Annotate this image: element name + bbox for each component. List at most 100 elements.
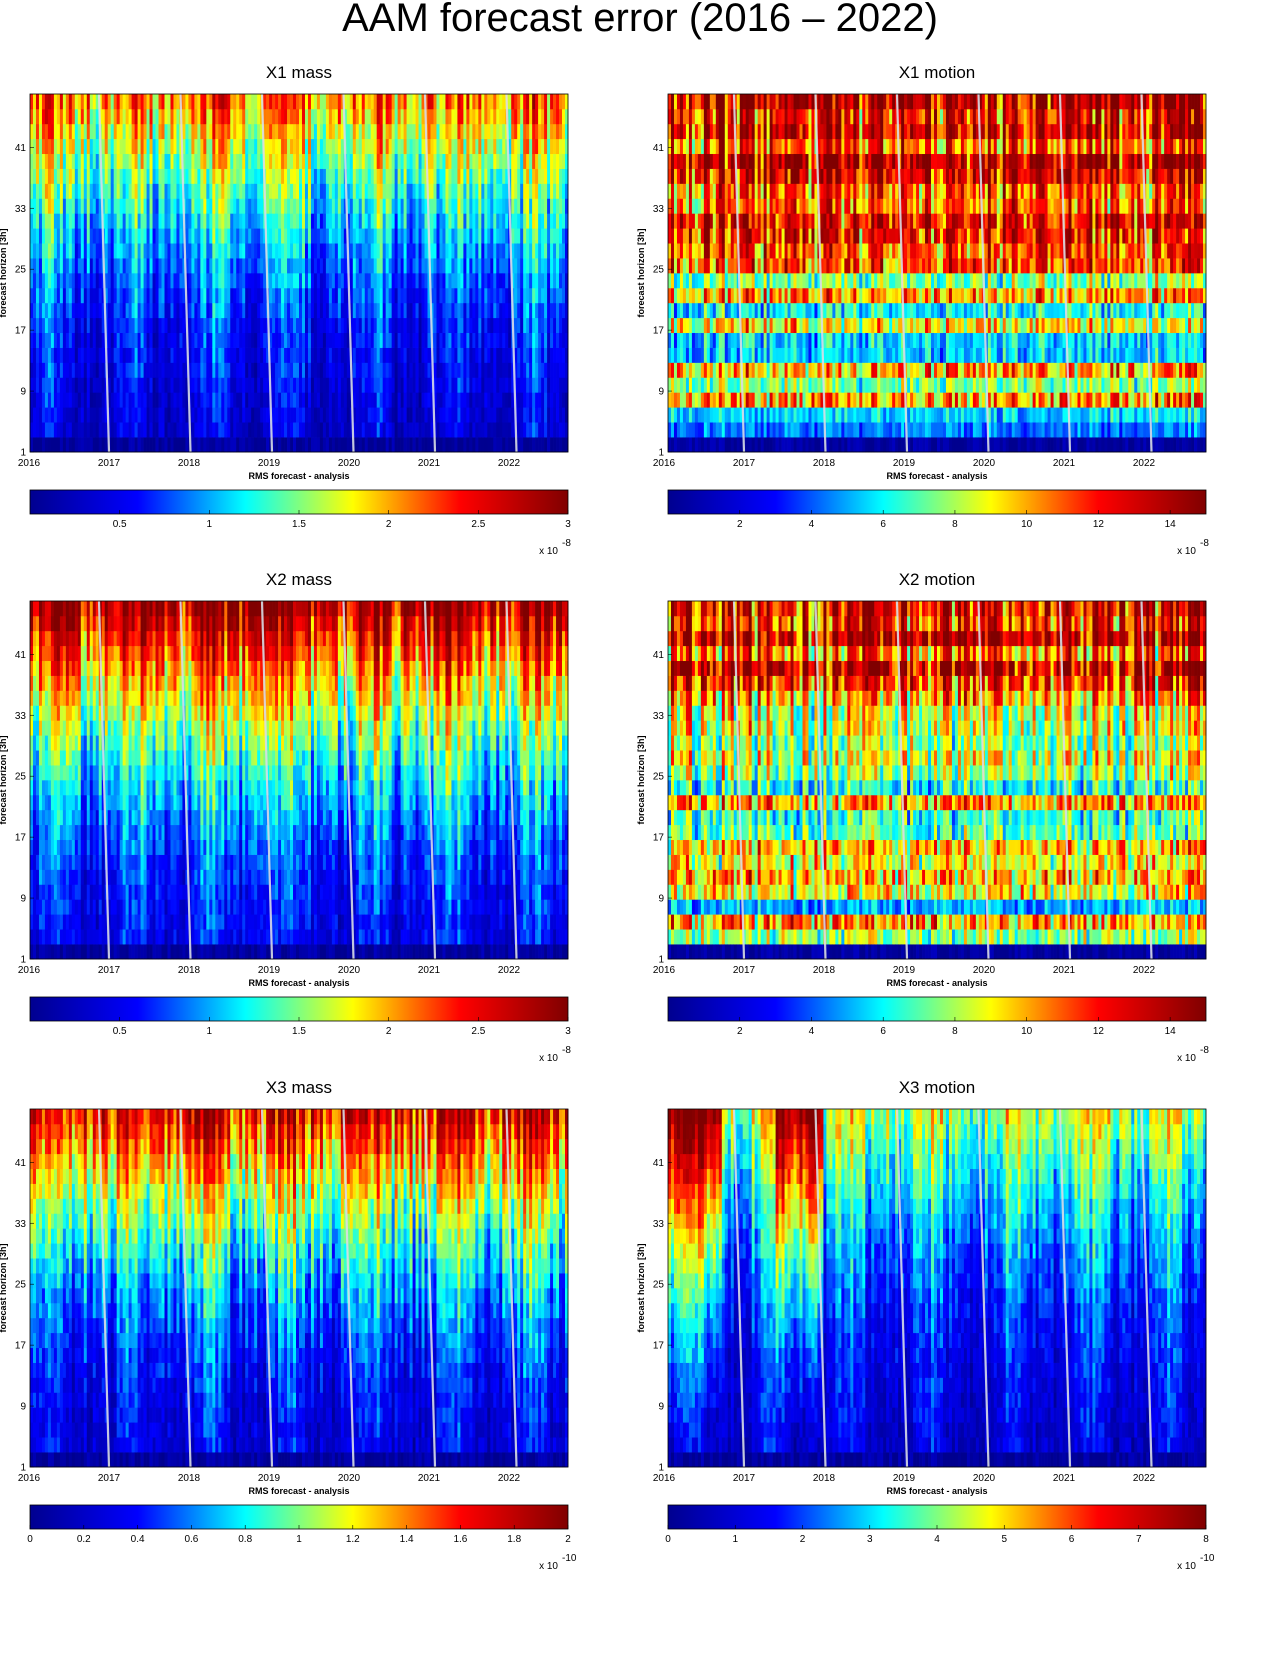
panel-x1-mass: X1 mass 1 9 17 25 33 41 2016 2017 2018 2019 2020 202…: [0, 63, 571, 557]
colorbar-tick-label: 2: [737, 519, 743, 530]
colorbar-tick-label: 1: [207, 519, 213, 530]
y-tick-label: 9: [20, 894, 26, 905]
x-tick-label: 2020: [338, 458, 361, 469]
x-tick-labels: 2016 2017 2018 2019 2020 2021 2022: [18, 458, 521, 469]
panel-title: X2 motion: [899, 570, 976, 589]
data-gap-lines: [732, 600, 1153, 960]
colorbar: 0 1 2 3 4 5 6 7 8 x 10 -10: [665, 1504, 1215, 1572]
y-tick-label: 33: [653, 1219, 665, 1230]
colorbar-exponent: -8: [562, 1045, 571, 1056]
colorbar-tick-label: 2: [565, 1534, 571, 1545]
y-tick-label: 1: [658, 1463, 664, 1474]
colorbar: 2 4 6 8 10 12 14 x 10 -8: [667, 996, 1209, 1064]
colorbar-tick-label: 0.4: [131, 1534, 145, 1545]
x-tick-label: 2021: [1053, 458, 1076, 469]
x-tick-labels: 2016 2017 2018 2019 2020 2021 2022: [18, 965, 521, 976]
heatmap-cells: [30, 601, 569, 960]
colorbar-tick-label: 2: [386, 1026, 392, 1037]
y-tick-labels: 1 9 17 25 33 41: [15, 143, 34, 459]
y-tick-label: 25: [653, 1280, 665, 1291]
colorbar-tick-label: 6: [880, 1026, 886, 1037]
colorbar-tick-label: 1: [296, 1534, 302, 1545]
x-tick-label: 2019: [258, 965, 281, 976]
x-tick-label: 2016: [18, 965, 41, 976]
y-axis-label: forecast horizon [3h]: [0, 228, 8, 317]
colorbar-tick-label: 6: [1069, 1534, 1075, 1545]
plot-frame: [667, 93, 1207, 453]
x-tick-label: 2018: [178, 965, 201, 976]
x-tick-label: 2022: [498, 965, 521, 976]
panel-title: X3 mass: [266, 1078, 332, 1097]
y-tick-label: 17: [653, 1341, 665, 1352]
x-tick-label: 2022: [1133, 965, 1156, 976]
data-gap-lines: [97, 93, 518, 453]
colorbar-tick-label: 3: [565, 1026, 571, 1037]
colorbar: 0 0.2 0.4 0.6 0.8 1 1.2 1.4 1.6 1.8 2 x 10 -10: [27, 1504, 577, 1572]
colorbar-multiplier: x 10: [539, 1561, 558, 1572]
y-tick-label: 1: [658, 448, 664, 459]
data-gap-lines: [732, 93, 1153, 453]
y-tick-label: 25: [653, 265, 665, 276]
y-tick-label: 41: [15, 650, 27, 661]
plot-frame: [29, 93, 569, 453]
x-tick-label: 2019: [893, 458, 916, 469]
y-tick-label: 1: [20, 448, 26, 459]
colorbar-tick-label: 4: [809, 519, 815, 530]
x-tick-label: 2016: [653, 1473, 676, 1484]
y-tick-labels: 1 9 17 25 33 41: [15, 650, 34, 966]
x-tick-label: 2017: [98, 1473, 121, 1484]
plot-frame: [667, 600, 1207, 960]
x-tick-label: 2018: [813, 458, 836, 469]
colorbar: 2 4 6 8 10 12 14 x 10 -8: [667, 489, 1209, 557]
colorbar-tick-label: 5: [1001, 1534, 1007, 1545]
y-tick-label: 17: [653, 326, 665, 337]
x-tick-label: 2020: [973, 458, 996, 469]
colorbar-tick-label: 2: [737, 1026, 743, 1037]
colorbar-tick-label: 8: [952, 1026, 958, 1037]
colorbar-tick-label: 2.5: [471, 1026, 485, 1037]
colorbar-tick-label: 0.5: [113, 519, 127, 530]
data-gap-lines: [97, 600, 518, 960]
x-tick-label: 2017: [98, 965, 121, 976]
x-axis-label: RMS forecast - analysis: [886, 471, 987, 481]
x-tick-label: 2021: [418, 458, 441, 469]
x-tick-label: 2021: [1053, 1473, 1076, 1484]
y-tick-label: 41: [15, 1158, 27, 1169]
y-tick-label: 25: [15, 1280, 27, 1291]
x-tick-label: 2022: [498, 458, 521, 469]
heatmap-cells: [30, 94, 569, 453]
heatmap-cells: [668, 1109, 1207, 1468]
y-tick-label: 9: [658, 894, 664, 905]
x-tick-label: 2022: [1133, 458, 1156, 469]
y-tick-label: 33: [15, 204, 27, 215]
heatmap-cells: [668, 94, 1207, 453]
x-tick-label: 2019: [893, 965, 916, 976]
colorbar-tick-label: 2: [800, 1534, 806, 1545]
colorbar-tick-label: 0: [665, 1534, 671, 1545]
colorbar-tick-label: 2.5: [471, 519, 485, 530]
colorbar-exponent: -10: [1200, 1553, 1215, 1564]
x-tick-label: 2019: [893, 1473, 916, 1484]
colorbar-tick-label: 1.2: [346, 1534, 360, 1545]
x-tick-label: 2016: [18, 1473, 41, 1484]
colorbar-exponent: -8: [562, 538, 571, 549]
x-tick-label: 2017: [733, 1473, 756, 1484]
y-tick-label: 9: [20, 1402, 26, 1413]
colorbar-exponent: -8: [1200, 1045, 1209, 1056]
data-gap-lines: [732, 1108, 1153, 1468]
panel-title: X3 motion: [899, 1078, 976, 1097]
x-axis-label: RMS forecast - analysis: [886, 1486, 987, 1496]
colorbar-multiplier: x 10: [539, 546, 558, 557]
colorbar: 0.5 1 1.5 2 2.5 3 x 10 -8: [29, 489, 571, 557]
colorbar-tick-label: 6: [880, 519, 886, 530]
y-tick-labels: 1 9 17 25 33 41: [15, 1158, 34, 1474]
x-tick-labels: 2016 2017 2018 2019 2020 2021 2022: [18, 1473, 521, 1484]
panel-title: X1 mass: [266, 63, 332, 82]
colorbar-tick-label: 3: [867, 1534, 873, 1545]
y-tick-label: 41: [653, 143, 665, 154]
x-tick-label: 2016: [653, 965, 676, 976]
